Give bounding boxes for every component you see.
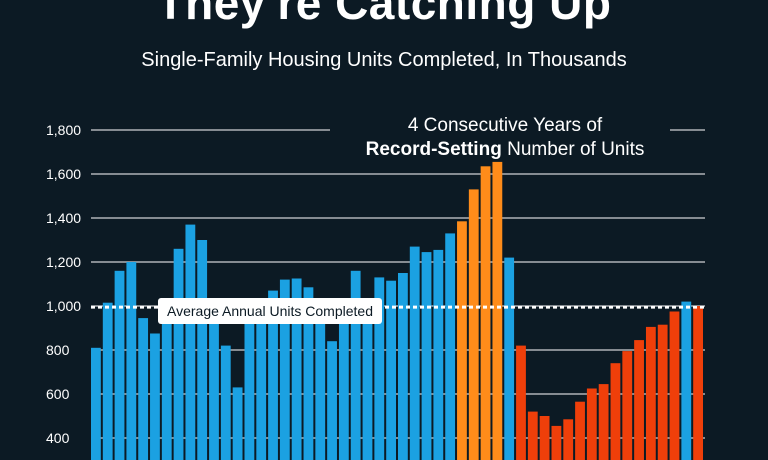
bar-31 [445, 233, 456, 460]
bar-21 [327, 341, 337, 460]
bar-44 [598, 384, 609, 460]
bar-52 [693, 306, 703, 460]
bar-6 [150, 333, 160, 460]
bar-14 [244, 314, 255, 460]
bar-30 [433, 249, 444, 460]
bar-34 [480, 166, 491, 460]
bar-48 [645, 326, 656, 460]
annotation-line-2: Record-Setting Number of Units [330, 138, 680, 162]
record-annotation: 4 Consecutive Years of Record-Setting Nu… [330, 114, 680, 162]
bar-33 [468, 189, 479, 460]
chart-title: They're Catching Up [156, 0, 612, 29]
bar-46 [622, 351, 633, 460]
bar-3 [114, 270, 125, 460]
bar-43 [586, 388, 597, 460]
bar-37 [516, 345, 526, 460]
annotation-bold: Record-Setting [365, 139, 502, 160]
chart-subtitle: Single-Family Housing Units Completed, I… [141, 49, 627, 71]
annotation-rest: Number of Units [501, 139, 645, 160]
bar-1 [91, 347, 101, 460]
bar-7 [161, 318, 172, 460]
bar-26 [386, 280, 396, 460]
y-axis-tick-labels: 400 600 800 1,000 1,200 1,400 1,600 1,800 [46, 122, 81, 446]
bar-41 [563, 419, 574, 460]
y-tick-label: 1,200 [46, 254, 81, 270]
bar-25 [374, 277, 385, 460]
bar-15 [256, 303, 267, 460]
bar-4 [126, 262, 137, 460]
bar-51 [681, 301, 692, 460]
bar-2 [102, 302, 113, 460]
y-tick-label: 1,800 [46, 122, 81, 138]
y-tick-label: 600 [46, 386, 70, 402]
bar-29 [421, 252, 432, 460]
bar-20 [315, 303, 326, 460]
bar-50 [669, 311, 680, 460]
bar-39 [539, 416, 550, 460]
y-tick-label: 1,400 [46, 210, 81, 226]
bar-42 [575, 401, 585, 460]
bar-17 [279, 279, 290, 460]
bars [91, 161, 703, 460]
bar-11 [209, 306, 219, 460]
bar-36 [504, 257, 515, 460]
bar-5 [138, 318, 149, 460]
bar-49 [657, 324, 668, 460]
bar-28 [409, 246, 420, 460]
bar-45 [610, 363, 621, 460]
bar-18 [291, 278, 302, 460]
bar-24 [362, 306, 373, 460]
annotation-line-1: 4 Consecutive Years of [407, 115, 603, 136]
bar-22 [338, 306, 349, 460]
bar-8 [173, 248, 184, 460]
y-tick-label: 400 [46, 430, 70, 446]
bar-27 [398, 273, 408, 460]
bar-38 [527, 411, 538, 460]
bar-16 [268, 290, 278, 460]
y-tick-label: 1,000 [46, 298, 81, 314]
average-label: Average Annual Units Completed [158, 298, 382, 324]
bar-35 [492, 161, 503, 460]
bar-9 [185, 224, 196, 460]
y-tick-label: 1,600 [46, 166, 81, 182]
bar-12 [220, 345, 231, 460]
bar-13 [232, 387, 243, 460]
bar-47 [634, 340, 644, 460]
bar-32 [457, 221, 467, 460]
bar-40 [551, 425, 562, 460]
bar-10 [197, 240, 208, 460]
bar-19 [303, 287, 314, 460]
y-tick-label: 800 [46, 342, 70, 358]
bar-23 [350, 270, 361, 460]
